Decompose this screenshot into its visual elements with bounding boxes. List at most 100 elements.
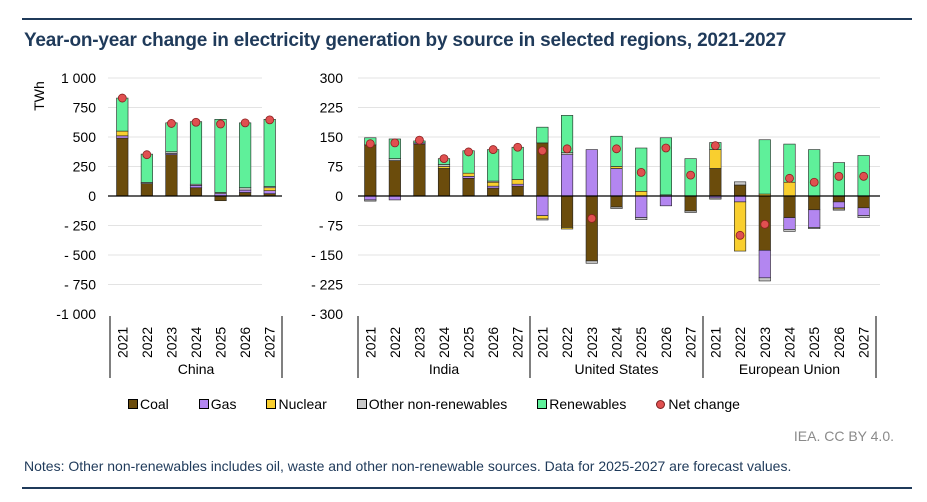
bar-coal [413, 143, 426, 197]
x-tick-label: 2027 [262, 327, 278, 358]
region-label: European Union [739, 361, 840, 377]
x-tick-label: 2023 [163, 327, 179, 358]
x-tick-label: 2021 [362, 327, 378, 358]
y-tick-label: 500 [73, 129, 97, 145]
net-change-point [710, 141, 720, 151]
bar-coal [684, 195, 697, 212]
net-change-point [859, 171, 869, 181]
bar-other-non-renewables [758, 277, 771, 282]
bar-coal [388, 160, 401, 197]
bar-renewables [659, 137, 672, 196]
net-change-point [390, 138, 400, 148]
legend-label: Net change [668, 396, 740, 412]
bar-coal [462, 178, 475, 197]
bar-coal [189, 187, 203, 197]
x-tick-label: 2024 [436, 327, 452, 358]
x-tick-label: 2025 [213, 327, 229, 358]
y-tick-label: 75 [327, 159, 343, 175]
bar-renewables [189, 121, 203, 185]
bar-other-non-renewables [364, 199, 377, 202]
bar-nuclear [536, 215, 549, 220]
net-change-point [834, 171, 844, 181]
net-change-point [686, 170, 696, 180]
legend-label: Renewables [549, 396, 627, 412]
legend-label: Nuclear [278, 396, 327, 412]
bar-nuclear [709, 149, 722, 169]
bar-renewables [808, 149, 821, 197]
y-tick-label: - 225 [311, 277, 343, 293]
y-tick-label: - 150 [311, 247, 343, 263]
x-tick-label: 2024 [188, 327, 204, 358]
bar-other-non-renewables [585, 260, 598, 264]
legend-swatch [537, 399, 548, 409]
y-tick-label: -1 000 [56, 306, 96, 322]
bar-renewables [758, 139, 771, 195]
bar-renewables [536, 126, 549, 144]
bar-other-non-renewables [808, 227, 821, 229]
top-rule [22, 18, 912, 20]
net-change-point [735, 230, 745, 240]
net-change-point [216, 119, 225, 129]
legend-swatch [356, 399, 367, 409]
y-tick-label: 225 [320, 100, 344, 116]
bar-other-non-renewables [536, 218, 549, 221]
y-tick-label: - 500 [64, 247, 96, 263]
x-tick-label: 2022 [732, 327, 748, 358]
bar-other-non-renewables [857, 215, 870, 218]
legend-item: Net change [656, 396, 740, 412]
net-change-point [636, 167, 646, 177]
legend-label: Gas [210, 396, 237, 412]
net-change-point [809, 177, 819, 187]
x-tick-label: 2023 [757, 327, 773, 358]
y-tick-label: 0 [335, 188, 343, 204]
y-tick-label: 300 [320, 70, 344, 86]
bar-coal [561, 195, 574, 228]
y-tick-label: 0 [88, 188, 96, 204]
bar-coal [511, 185, 524, 197]
net-change-point [488, 145, 498, 154]
bar-gas [635, 195, 648, 218]
net-change-point [265, 115, 275, 125]
bar-other-non-renewables [734, 181, 747, 186]
y-tick-label: - 750 [64, 277, 96, 293]
bar-coal [364, 144, 377, 197]
bar-coal [783, 195, 796, 218]
net-change-point [117, 93, 127, 103]
x-tick-label: 2024 [782, 327, 798, 358]
bottom-rule [22, 487, 912, 489]
net-change-point [142, 150, 152, 160]
x-tick-label: 2027 [510, 327, 526, 358]
bar-coal [165, 154, 178, 197]
net-change-point [464, 147, 473, 157]
net-change-point [415, 135, 424, 145]
x-tick-label: 2026 [485, 327, 501, 358]
bar-nuclear [462, 172, 475, 177]
legend-item: Gas [198, 396, 237, 412]
legend-label: Other non-renewables [368, 396, 508, 412]
legend-swatch [656, 399, 666, 409]
bar-gas [808, 209, 821, 228]
bar-coal [140, 183, 153, 197]
y-tick-label: 150 [320, 129, 344, 145]
net-change-point [537, 146, 547, 156]
region-label: India [429, 361, 460, 377]
bar-gas [536, 195, 549, 216]
bar-nuclear [487, 181, 500, 187]
x-tick-label: 2027 [856, 327, 872, 358]
net-change-point [661, 143, 671, 153]
bar-nuclear [511, 179, 524, 185]
net-change-point [587, 214, 597, 223]
x-tick-label: 2022 [139, 327, 155, 358]
bar-gas [610, 168, 623, 197]
net-change-point [562, 144, 572, 154]
bar-nuclear [783, 181, 796, 197]
bar-coal [487, 187, 500, 197]
x-tick-label: 2021 [534, 327, 550, 358]
bar-renewables [511, 146, 524, 180]
bar-nuclear [116, 130, 129, 137]
bar-coal [857, 195, 870, 209]
bar-gas [561, 154, 574, 197]
legend-swatch [128, 399, 138, 409]
y-tick-label: 1 000 [61, 70, 96, 86]
bar-gas [239, 189, 252, 193]
